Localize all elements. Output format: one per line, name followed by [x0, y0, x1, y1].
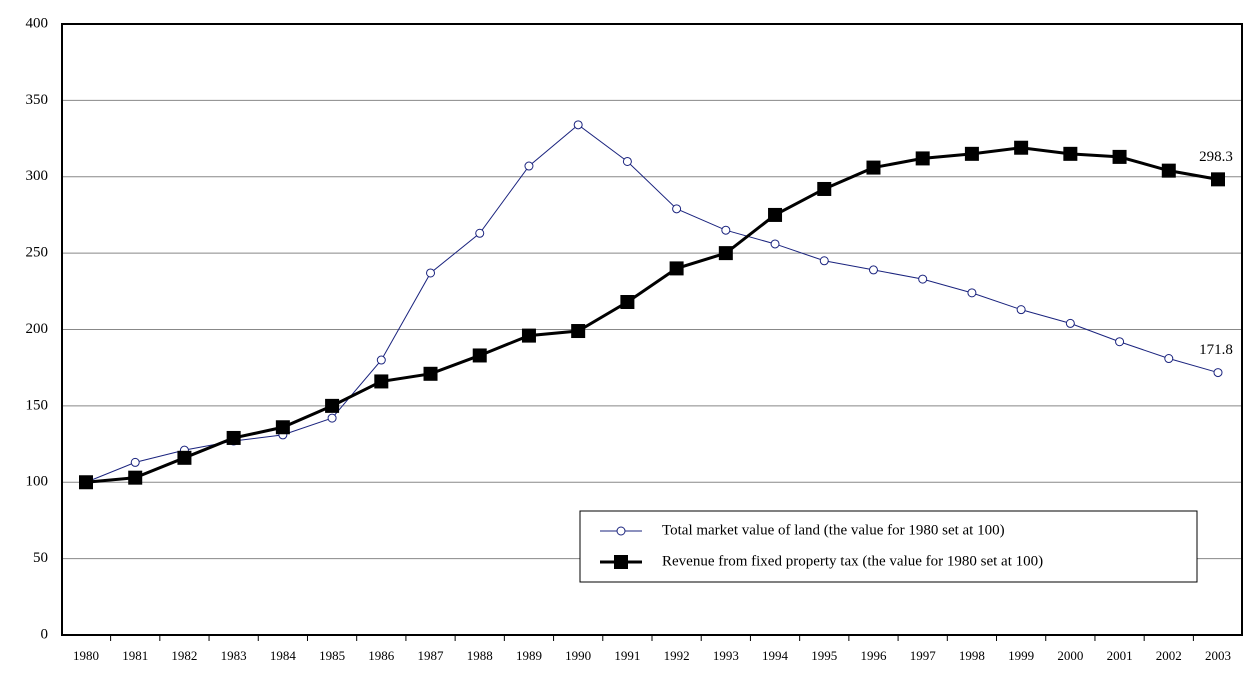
- x-tick-label: 2002: [1156, 648, 1182, 663]
- x-tick-label: 1980: [73, 648, 99, 663]
- marker: [669, 261, 684, 276]
- marker: [672, 204, 682, 214]
- marker: [524, 161, 534, 171]
- marker: [275, 420, 290, 435]
- series: 171.8: [81, 120, 1233, 487]
- marker: [1164, 354, 1174, 364]
- x-tick-label: 1998: [959, 648, 985, 663]
- y-tick-label: 50: [33, 550, 48, 566]
- y-tick-label: 150: [26, 397, 49, 413]
- legend-box: [579, 510, 1198, 583]
- marker: [128, 470, 143, 485]
- marker: [1016, 305, 1026, 315]
- marker: [426, 268, 436, 278]
- x-tick-label: 1999: [1008, 648, 1034, 663]
- legend-marker: [616, 526, 626, 536]
- marker: [130, 457, 140, 467]
- marker: [718, 246, 733, 261]
- x-tick-label: 1989: [516, 648, 542, 663]
- data-label: 298.3: [1199, 149, 1233, 165]
- x-tick-label: 1985: [319, 648, 345, 663]
- marker: [1014, 140, 1029, 155]
- marker: [868, 265, 878, 275]
- x-tick-label: 1993: [713, 648, 739, 663]
- marker: [1211, 172, 1225, 187]
- marker: [620, 295, 635, 310]
- y-tick-label: 350: [26, 92, 49, 108]
- x-tick-label: 2003: [1205, 648, 1231, 663]
- marker: [423, 366, 438, 381]
- legend-label: Total market value of land (the value fo…: [662, 522, 1005, 538]
- x-tick-label: 1995: [811, 648, 837, 663]
- legend-label: Revenue from fixed property tax (the val…: [662, 553, 1043, 569]
- marker: [817, 181, 832, 196]
- line: [85, 146, 1219, 484]
- y-tick-label: 300: [26, 168, 49, 184]
- marker: [1112, 149, 1127, 164]
- y-tick-label: 400: [26, 15, 49, 31]
- marker: [327, 413, 337, 423]
- marker: [1063, 146, 1078, 161]
- marker: [819, 256, 829, 266]
- marker: [573, 120, 583, 130]
- y-tick-label: 250: [26, 245, 49, 261]
- marker: [770, 239, 780, 249]
- marker: [376, 355, 386, 365]
- marker: [1213, 368, 1223, 378]
- marker: [177, 450, 192, 465]
- marker: [622, 156, 632, 166]
- x-tick-label: 1984: [270, 648, 297, 663]
- marker: [964, 146, 979, 161]
- x-tick-label: 1992: [664, 648, 690, 663]
- x-tick-label: 1982: [171, 648, 197, 663]
- x-tick-label: 2000: [1057, 648, 1083, 663]
- marker: [1161, 163, 1176, 178]
- marker: [79, 475, 93, 490]
- marker: [915, 151, 930, 166]
- y-tick-label: 100: [26, 474, 49, 490]
- marker: [967, 288, 977, 298]
- marker: [226, 430, 241, 445]
- x-tick-label: 1994: [762, 648, 789, 663]
- data-label: 171.8: [1199, 342, 1233, 358]
- x-tick-label: 1996: [860, 648, 887, 663]
- marker: [721, 225, 731, 235]
- marker: [521, 328, 536, 343]
- y-tick-label: 0: [41, 626, 49, 642]
- marker: [472, 348, 487, 363]
- series: 298.3: [79, 140, 1233, 490]
- y-tick-label: 200: [26, 321, 49, 337]
- marker: [918, 274, 928, 284]
- x-tick-label: 2001: [1107, 648, 1133, 663]
- legend-marker: [614, 555, 628, 569]
- marker: [475, 228, 485, 238]
- x-tick-label: 1983: [221, 648, 247, 663]
- x-tick-label: 1981: [122, 648, 148, 663]
- line: [85, 124, 1219, 483]
- marker: [1115, 337, 1125, 347]
- x-tick-label: 1990: [565, 648, 591, 663]
- x-tick-label: 1988: [467, 648, 493, 663]
- marker: [571, 324, 586, 339]
- marker: [866, 160, 881, 175]
- marker: [325, 398, 340, 413]
- x-tick-label: 1991: [614, 648, 640, 663]
- marker: [1065, 318, 1075, 328]
- x-tick-label: 1997: [910, 648, 937, 663]
- x-tick-label: 1986: [368, 648, 395, 663]
- marker: [768, 207, 783, 222]
- x-tick-label: 1987: [418, 648, 445, 663]
- marker: [374, 374, 389, 389]
